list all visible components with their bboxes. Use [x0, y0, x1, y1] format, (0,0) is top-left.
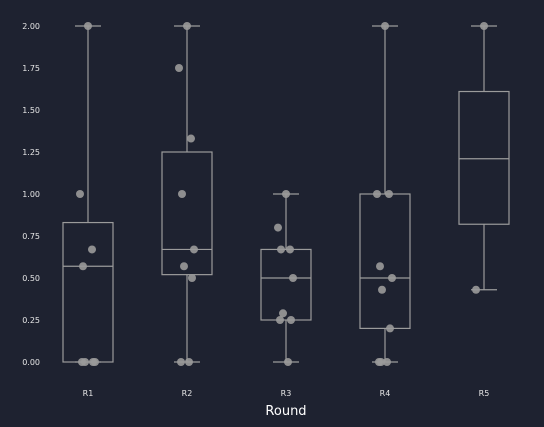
- data-point: [289, 274, 297, 282]
- box-plot-series: [63, 22, 509, 366]
- data-point: [472, 286, 480, 294]
- data-point: [178, 190, 186, 198]
- data-point: [282, 190, 290, 198]
- data-point: [185, 358, 193, 366]
- iqr-box: [261, 249, 311, 320]
- data-point: [175, 64, 183, 72]
- data-point: [377, 358, 385, 366]
- data-point: [89, 358, 97, 366]
- iqr-box: [360, 194, 410, 328]
- y-tick-label: 1.25: [22, 148, 40, 157]
- x-tick-label: R3: [281, 389, 292, 398]
- box-r3: [261, 194, 311, 362]
- y-tick-label: 0.25: [22, 316, 40, 325]
- y-tick-label: 2.00: [22, 22, 40, 31]
- x-axis-ticks: R1 R2 R3 R4 R5: [83, 389, 490, 398]
- iqr-box: [162, 152, 212, 275]
- data-point: [183, 22, 191, 30]
- y-tick-label: 1.00: [22, 190, 40, 199]
- data-point: [187, 135, 195, 143]
- x-tick-label: R5: [479, 389, 490, 398]
- y-tick-label: 0.50: [22, 274, 40, 283]
- data-point: [84, 22, 92, 30]
- data-point: [76, 190, 84, 198]
- data-point: [378, 286, 386, 294]
- x-tick-label: R1: [83, 389, 94, 398]
- x-tick-label: R4: [380, 389, 391, 398]
- data-point: [180, 262, 188, 270]
- data-point: [188, 274, 196, 282]
- data-point: [79, 262, 87, 270]
- data-point: [286, 245, 294, 253]
- iqr-box: [63, 223, 113, 362]
- data-point: [277, 245, 285, 253]
- data-point: [381, 22, 389, 30]
- data-point: [284, 358, 292, 366]
- y-tick-label: 0.00: [22, 358, 40, 367]
- data-point: [88, 245, 96, 253]
- iqr-box: [459, 92, 509, 225]
- x-tick-label: R2: [182, 389, 193, 398]
- data-point: [480, 22, 488, 30]
- x-axis-title: Round: [265, 404, 306, 419]
- data-point: [276, 316, 284, 324]
- data-point: [385, 190, 393, 198]
- data-point: [373, 190, 381, 198]
- y-tick-label: 1.50: [22, 106, 40, 115]
- data-point: [287, 316, 295, 324]
- data-point: [274, 224, 282, 232]
- data-point: [376, 262, 384, 270]
- data-point: [190, 245, 198, 253]
- box-r2: [162, 26, 212, 362]
- data-point: [388, 274, 396, 282]
- y-axis-ticks: 0.00 0.25 0.50 0.75 1.00 1.25 1.50 1.75 2.00: [22, 22, 40, 367]
- y-tick-label: 0.75: [22, 232, 40, 241]
- box-r1: [63, 26, 113, 362]
- data-point: [78, 358, 86, 366]
- box-r5: [459, 26, 509, 290]
- data-point: [177, 358, 185, 366]
- y-tick-label: 1.75: [22, 64, 40, 73]
- data-point: [386, 324, 394, 332]
